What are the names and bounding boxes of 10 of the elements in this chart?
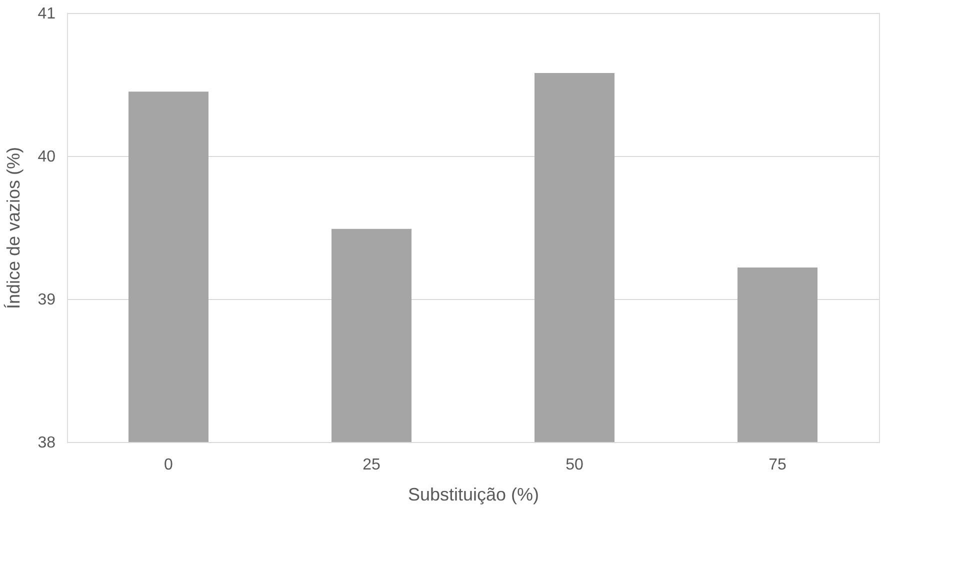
y-tick-label: 39 xyxy=(38,292,56,308)
y-axis-title: Índice de vazios (%) xyxy=(4,146,24,310)
x-tick-label: 0 xyxy=(164,456,174,474)
y-tick-label: 41 xyxy=(38,6,56,22)
x-tick-label: 75 xyxy=(768,456,786,474)
y-tick-label: 38 xyxy=(38,434,56,452)
y-tick-label: 40 xyxy=(38,148,56,166)
x-tick-label: 25 xyxy=(362,456,380,474)
x-tick-label: 50 xyxy=(566,456,584,474)
x-axis-title: Substituição (%) xyxy=(408,484,540,504)
